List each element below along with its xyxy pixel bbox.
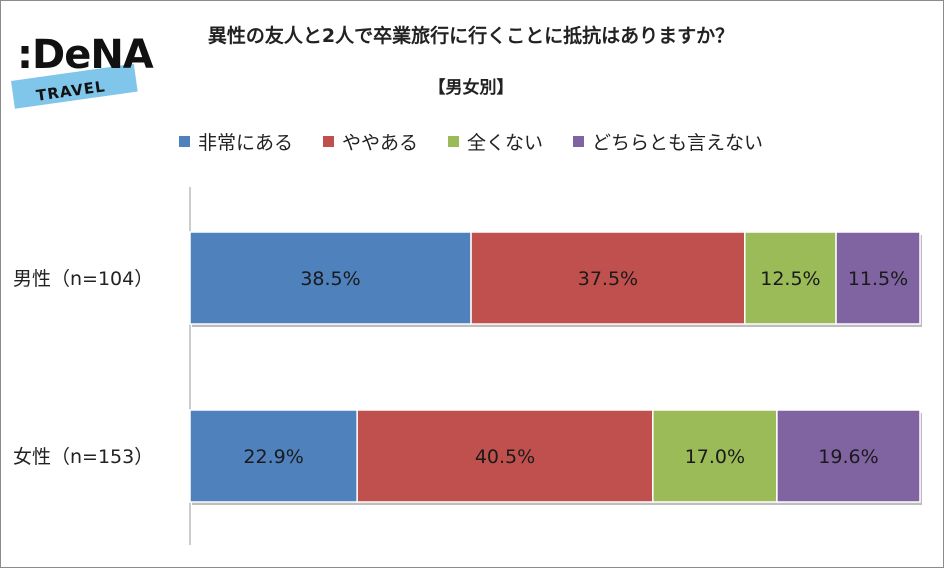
- category-label-0: 男性（n=104）: [13, 268, 153, 290]
- data-label-0-0: 38.5%: [300, 268, 360, 290]
- legend-swatch-2: [448, 135, 460, 147]
- data-label-0-2: 12.5%: [760, 268, 820, 290]
- logo-wordmark: :DeNA: [17, 32, 154, 78]
- legend-label-3: どちらとも言えない: [592, 131, 764, 154]
- dena-travel-logo: :DeNA TRAVEL: [11, 29, 154, 119]
- data-label-1-0: 22.9%: [243, 446, 303, 468]
- bar-segment-1-3: [776, 409, 921, 503]
- bar-segment-1-0: [189, 409, 358, 503]
- data-label-1-2: 17.0%: [685, 446, 745, 468]
- chart-title: 異性の友人と2人で卒業旅行に行くことに抵抗はありますか？: [207, 25, 735, 47]
- bar-segment-1-1: [356, 409, 654, 503]
- legend-swatch-1: [323, 135, 335, 147]
- category-label-1: 女性（n=153）: [13, 446, 153, 468]
- chart-legend: 非常にある ややある 全くない どちらとも言えない: [179, 128, 793, 155]
- data-label-1-3: 19.6%: [818, 446, 878, 468]
- legend-label-0: 非常にある: [198, 131, 294, 154]
- legend-label-2: 全くない: [467, 131, 544, 154]
- legend-item-3: どちらとも言えない: [573, 128, 763, 155]
- data-label-0-1: 37.5%: [578, 268, 638, 290]
- legend-item-1: ややある: [323, 128, 418, 155]
- data-label-0-3: 11.5%: [848, 268, 908, 290]
- legend-item-2: 全くない: [448, 128, 543, 155]
- bar-segment-0-3: [835, 231, 921, 325]
- bar-segment-1-2: [652, 409, 778, 503]
- data-label-1-1: 40.5%: [475, 446, 535, 468]
- legend-swatch-3: [573, 135, 585, 147]
- legend-label-1: ややある: [342, 131, 419, 154]
- bar-segment-0-1: [470, 231, 746, 325]
- legend-swatch-0: [179, 135, 190, 147]
- chart-subtitle: 【男女別】: [428, 78, 514, 98]
- legend-item-0: 非常にある: [179, 128, 293, 155]
